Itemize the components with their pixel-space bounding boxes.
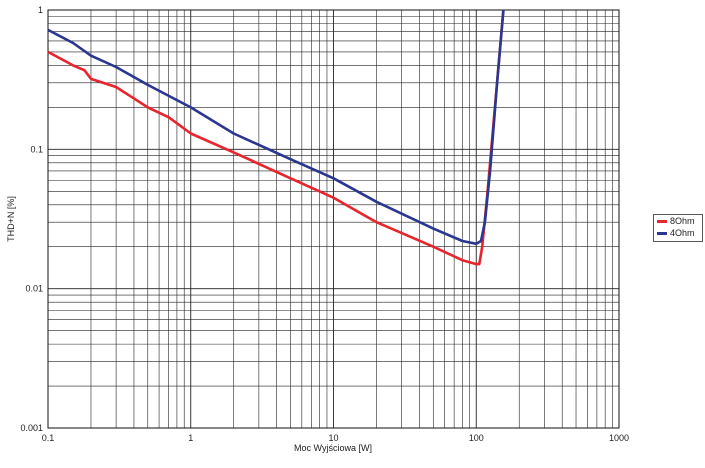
legend: 8Ohm 4Ohm <box>653 214 703 242</box>
series-line-4ohm <box>47 9 505 246</box>
x-tick-label: 100 <box>469 433 484 443</box>
x-tick-label: 1 <box>188 433 193 443</box>
tick-labels: 0.1 1 10 100 1000 1 0.1 0.01 0.001 <box>20 5 629 443</box>
x-tick-label: 10 <box>328 433 338 443</box>
series-line-8ohm <box>47 9 505 266</box>
x-tick-label: 0.1 <box>42 433 55 443</box>
legend-item-4ohm: 4Ohm <box>654 227 702 239</box>
x-tick-label: 1000 <box>609 433 629 443</box>
legend-swatch-8ohm <box>657 219 667 223</box>
plot-border <box>47 9 620 429</box>
legend-item-8ohm: 8Ohm <box>654 215 702 227</box>
y-tick-label: 0.1 <box>30 144 43 154</box>
y-tick-label: 1 <box>38 5 43 15</box>
series-lines <box>47 9 505 266</box>
y-tick-label: 0.001 <box>20 423 43 433</box>
y-tick-label: 0.01 <box>25 284 43 294</box>
legend-swatch-4ohm <box>657 231 667 235</box>
y-axis-title: THD+N [%] <box>6 196 16 242</box>
grid-lines <box>47 10 619 429</box>
x-axis-title: Moc Wyjściowa [W] <box>294 443 372 453</box>
legend-label-8ohm: 8Ohm <box>670 216 695 226</box>
legend-label-4ohm: 4Ohm <box>670 228 695 238</box>
